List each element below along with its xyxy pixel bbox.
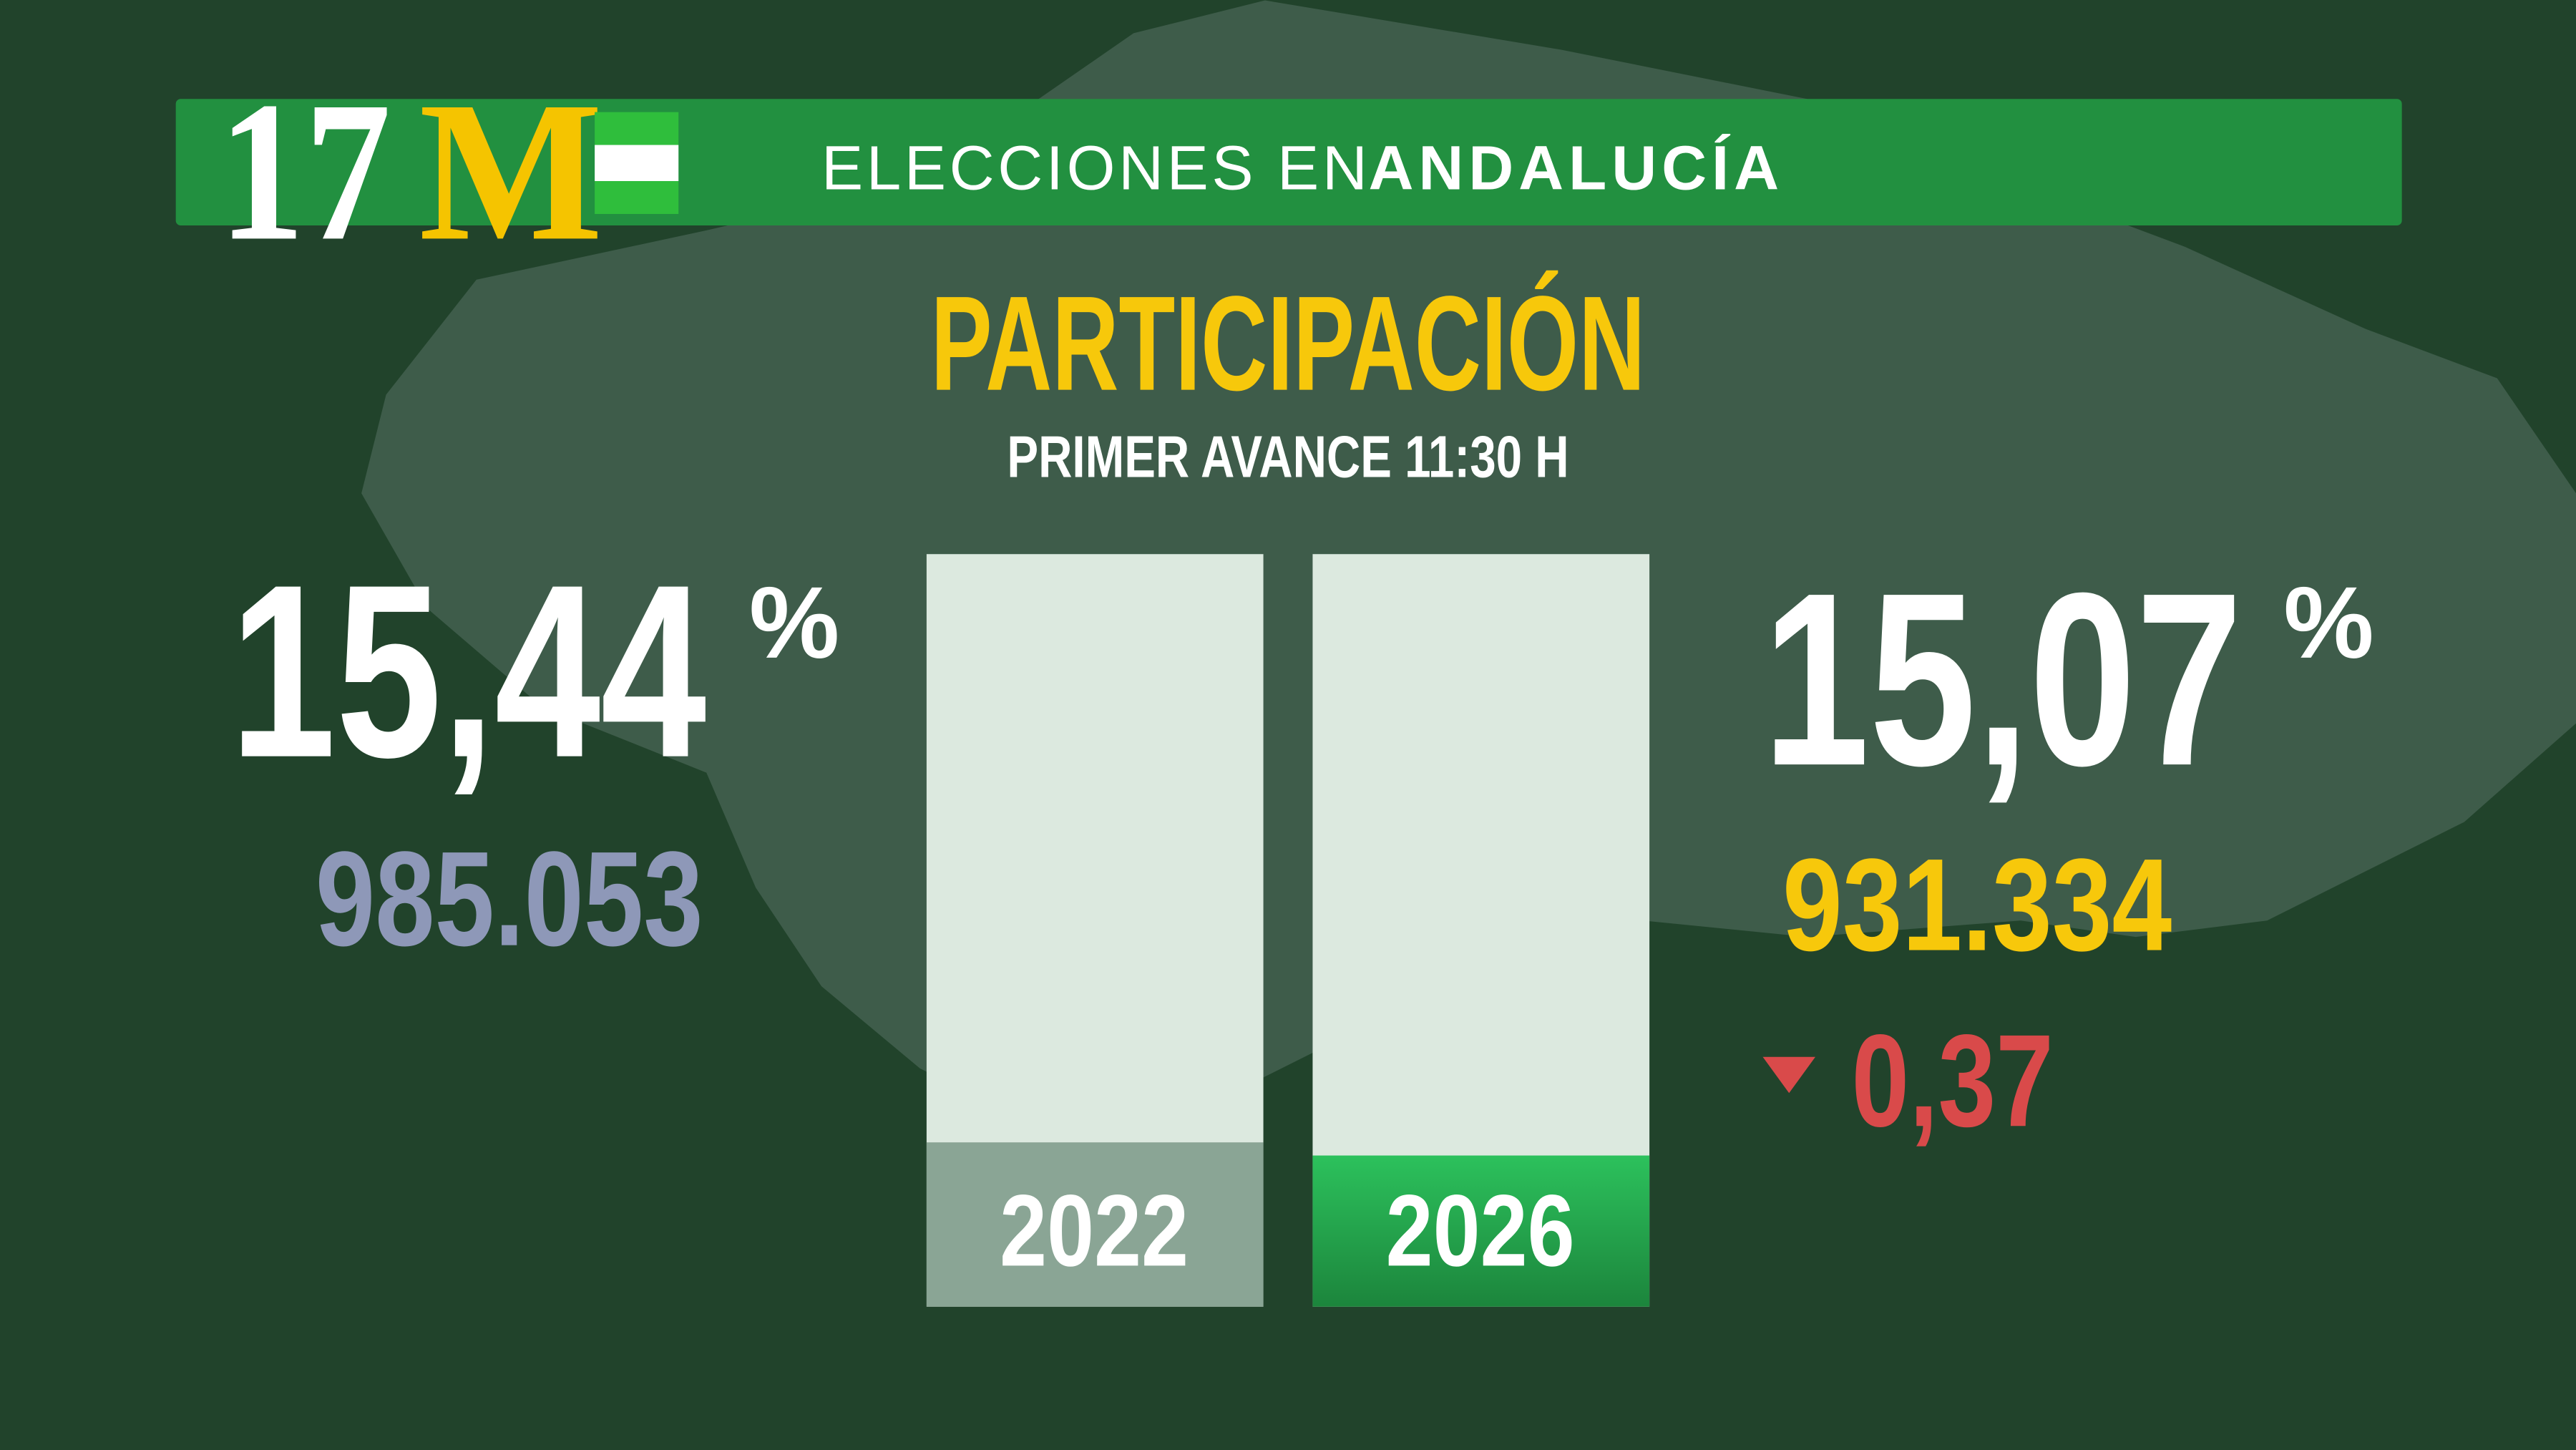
year-label: 2026 — [1386, 1174, 1575, 1288]
votes-2026: 931.334 — [1782, 832, 2172, 978]
flag-stripe — [595, 145, 679, 182]
logo-letter: M — [419, 59, 602, 282]
down-arrow — [1762, 1056, 1815, 1094]
percent-unit: % — [2283, 566, 2373, 680]
change: 0,37 — [1852, 1007, 2054, 1154]
flag-stripe — [595, 181, 679, 214]
votes-2022: 985.053 — [316, 824, 703, 974]
percent-2022: 15,44 — [230, 533, 708, 809]
percent-2026: 15,07 — [1763, 541, 2243, 817]
subtitle: PRIMER AVANCE 11:30 H — [1007, 423, 1568, 490]
year-box — [1312, 1155, 1650, 1307]
logo-number: 17 — [218, 59, 391, 282]
percent-unit: % — [749, 566, 839, 680]
banner-title-prefix: ELECCIONES EN — [821, 134, 1370, 203]
flag-stripe — [595, 112, 679, 145]
year-box — [926, 1142, 1264, 1307]
banner — [175, 99, 2402, 226]
banner-title-bold: ANDALUCÍA — [1369, 134, 1784, 203]
title: PARTICIPACIÓN — [931, 268, 1646, 419]
year-label: 2022 — [1000, 1174, 1189, 1288]
